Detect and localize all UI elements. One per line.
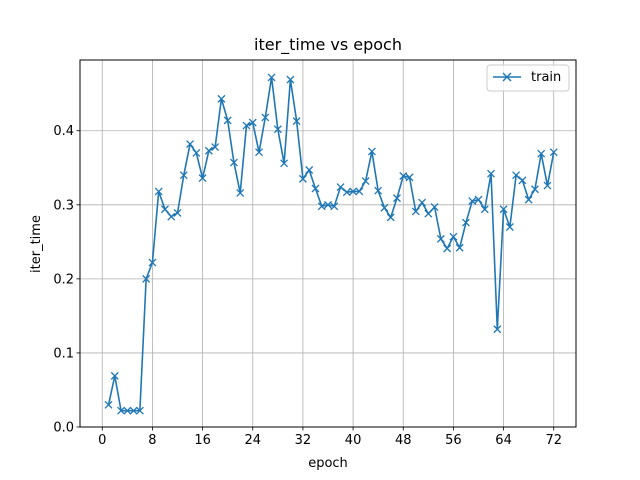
data-point	[405, 173, 414, 182]
y-axis-label: iter_time	[29, 215, 44, 273]
data-point	[499, 205, 508, 214]
data-point	[110, 371, 119, 380]
y-tick-label: 0.2	[53, 272, 74, 287]
data-point	[280, 159, 289, 168]
data-point	[361, 177, 370, 186]
data-point	[117, 406, 126, 415]
data-point	[104, 400, 113, 409]
data-point	[236, 188, 245, 197]
data-point	[292, 117, 301, 126]
chart-title: iter_time vs epoch	[254, 35, 402, 55]
data-point	[493, 325, 502, 334]
x-axis-label: epoch	[308, 456, 348, 471]
data-point	[474, 195, 483, 204]
data-point	[367, 147, 376, 156]
data-point	[311, 184, 320, 193]
data-point	[543, 181, 552, 190]
data-point	[355, 187, 364, 196]
x-tick-label: 48	[395, 433, 412, 448]
data-point	[211, 143, 220, 151]
data-point	[505, 223, 514, 231]
data-point	[161, 205, 169, 214]
y-tick-label: 0.4	[53, 124, 74, 139]
data-point	[430, 203, 439, 211]
data-point	[549, 148, 558, 157]
data-point	[267, 73, 276, 82]
data-point	[223, 116, 232, 125]
y-tick-label: 0.1	[53, 346, 74, 361]
data-point	[424, 209, 433, 218]
data-point	[342, 188, 351, 197]
y-tick-label: 0.0	[53, 421, 74, 436]
x-tick-label: 56	[445, 433, 462, 448]
data-point	[317, 202, 326, 211]
legend-box	[486, 64, 570, 92]
data-point	[449, 232, 458, 241]
data-point	[204, 146, 213, 155]
data-point	[229, 158, 238, 167]
data-point	[324, 200, 332, 209]
data-point	[455, 243, 464, 252]
series	[104, 73, 558, 415]
data-point	[255, 148, 263, 157]
data-point	[468, 197, 477, 206]
data-point	[142, 274, 151, 283]
data-point	[399, 171, 408, 180]
data-point	[179, 171, 188, 180]
data-point	[135, 406, 144, 415]
legend-label: train	[531, 70, 561, 85]
data-point	[393, 194, 401, 203]
legend-marker	[502, 72, 512, 82]
data-point	[129, 406, 138, 415]
legend: train	[486, 64, 570, 92]
plot-frame	[79, 59, 577, 428]
data-point	[349, 187, 358, 196]
data-point	[380, 203, 389, 212]
x-tick-label: 40	[345, 433, 362, 448]
x-tick-label: 64	[495, 433, 512, 448]
data-point	[386, 213, 395, 222]
data-point	[248, 118, 257, 127]
data-point	[305, 166, 314, 174]
data-point	[186, 140, 195, 149]
data-point	[487, 169, 495, 178]
x-tick-label: 72	[545, 433, 562, 448]
x-tick-label: 32	[295, 433, 312, 448]
data-point	[123, 406, 132, 415]
data-point	[418, 198, 427, 207]
data-point	[330, 202, 339, 211]
y-tick-label: 0.3	[53, 198, 74, 213]
data-point	[374, 186, 383, 195]
data-point	[336, 183, 345, 191]
data-point	[537, 149, 546, 158]
data-point	[198, 174, 207, 183]
data-point	[480, 205, 489, 214]
data-point	[217, 94, 226, 103]
data-point	[173, 208, 182, 217]
data-point	[167, 212, 176, 221]
data-point	[261, 113, 270, 122]
data-point	[192, 148, 201, 157]
data-point	[443, 244, 452, 253]
data-point	[242, 121, 251, 130]
data-point	[148, 258, 157, 267]
data-point	[436, 234, 445, 243]
data-point	[154, 187, 163, 196]
data-point	[518, 176, 527, 185]
data-point	[512, 171, 521, 180]
x-tick-label: 0	[98, 433, 106, 448]
axis-ticks: 0 8 16 24 32 40 48 56 64 72 0.0 0.1 0.2 0.3 0.4	[53, 124, 562, 448]
x-tick-label: 24	[244, 433, 261, 448]
data-point	[461, 218, 470, 227]
data-point	[273, 125, 282, 134]
x-tick-label: 16	[194, 433, 211, 448]
x-tick-label: 8	[148, 433, 156, 448]
data-point	[411, 207, 420, 216]
data-point	[530, 185, 539, 194]
data-point	[524, 195, 533, 204]
data-point	[286, 75, 295, 84]
data-point	[298, 174, 307, 183]
